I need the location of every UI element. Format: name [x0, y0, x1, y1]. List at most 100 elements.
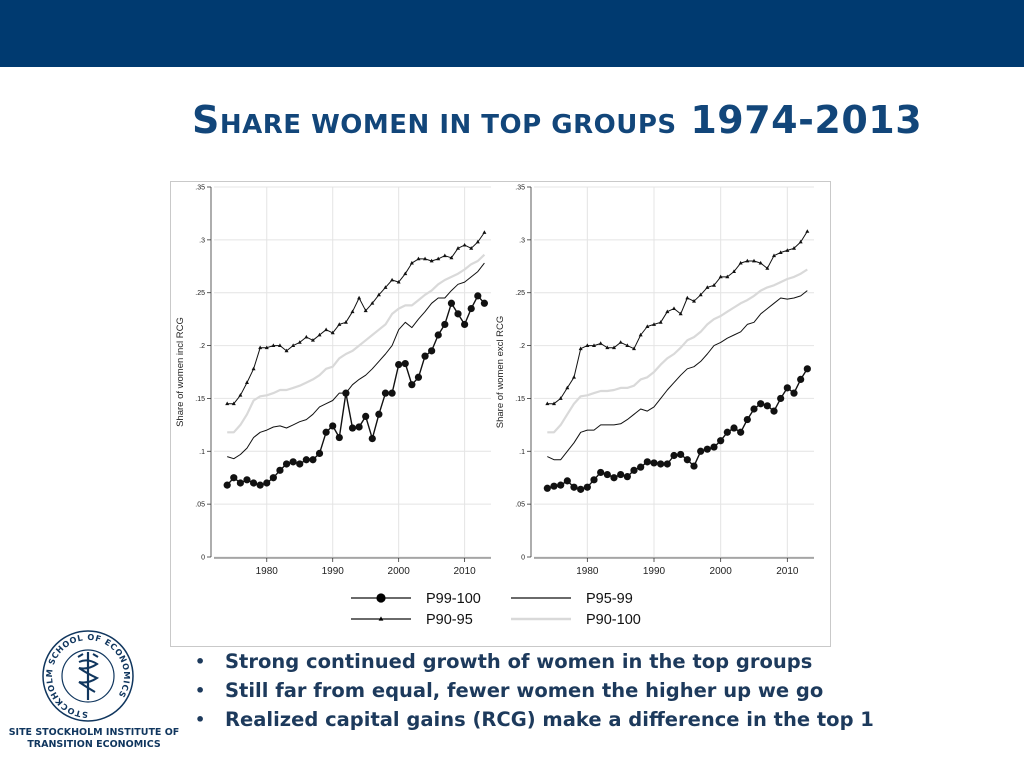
- data-point-p90-95: [449, 255, 454, 260]
- logo-caption: SITE STOCKHOLM INSTITUTE OF TRANSITION E…: [8, 727, 180, 751]
- x-tick-label: 2010: [453, 566, 476, 577]
- data-point-p99-100: [703, 445, 711, 453]
- data-point-p90-95: [752, 258, 756, 263]
- data-point-p90-95: [725, 274, 730, 279]
- data-point-p90-95: [638, 332, 643, 337]
- data-point-p99-100: [623, 473, 631, 481]
- legend-marker-p99-100: [376, 593, 386, 603]
- data-point-p99-100: [335, 433, 343, 442]
- data-point-p99-100: [243, 476, 251, 484]
- series-line-p95-99: [547, 290, 808, 461]
- data-point-p90-95: [363, 308, 368, 313]
- series-line-p95-99: [227, 262, 485, 460]
- data-point-p99-100: [670, 451, 678, 460]
- data-point-p99-100: [763, 402, 771, 410]
- data-point-p99-100: [408, 381, 416, 389]
- data-point-p90-95: [545, 401, 550, 406]
- data-point-p99-100: [637, 463, 645, 471]
- data-point-p90-95: [442, 253, 447, 258]
- data-point-p99-100: [777, 394, 785, 403]
- data-point-p99-100: [249, 479, 258, 487]
- title-smallcaps: HARE WOMEN IN TOP GROUPS: [219, 110, 677, 140]
- data-point-p99-100: [368, 435, 376, 443]
- data-point-p99-100: [395, 361, 403, 369]
- logo-caption-line: SITE STOCKHOLM INSTITUTE OF: [8, 727, 180, 738]
- y-tick-label: .3: [199, 237, 205, 244]
- data-point-p90-95: [605, 345, 610, 350]
- data-point-p99-100: [630, 466, 638, 474]
- data-point-p99-100: [557, 481, 565, 489]
- data-point-p90-95: [738, 260, 743, 265]
- data-point-p99-100: [723, 428, 731, 436]
- data-point-p99-100: [256, 481, 264, 489]
- y-tick-label: .1: [519, 449, 525, 456]
- data-point-p99-100: [730, 424, 738, 432]
- data-point-p99-100: [750, 405, 758, 413]
- data-point-p99-100: [657, 460, 665, 468]
- data-point-p90-95: [798, 239, 803, 244]
- x-tick-label: 1990: [643, 566, 666, 577]
- data-point-p99-100: [223, 481, 231, 489]
- data-point-p90-95: [409, 260, 414, 265]
- y-tick-label: .3: [519, 237, 525, 244]
- data-point-p99-100: [315, 449, 324, 457]
- data-point-p99-100: [263, 479, 271, 487]
- data-point-p99-100: [543, 484, 551, 492]
- data-point-p90-95: [745, 258, 750, 263]
- y-tick-label: .05: [195, 502, 205, 509]
- data-point-p99-100: [348, 424, 357, 432]
- data-point-p99-100: [276, 466, 284, 474]
- legend-label-p99-100: P99-100: [426, 591, 481, 607]
- data-point-p90-95: [592, 343, 596, 347]
- data-point-p90-95: [357, 295, 362, 300]
- data-point-p90-95: [469, 246, 474, 250]
- chart-panel-excl-rcg: 0 .05 .1 .15 .2 .25 .3 .35 1980 1990 2000 2010 Share…: [496, 185, 814, 577]
- chart-legend: P99-100 P95-99 P90-95 P90-100: [351, 591, 641, 626]
- data-point-p99-100: [737, 428, 745, 436]
- data-point-p99-100: [329, 422, 337, 430]
- data-point-p90-95: [231, 401, 236, 406]
- y-tick-label: .1: [199, 449, 205, 456]
- y-tick-label: .15: [195, 396, 205, 403]
- data-point-p90-95: [685, 295, 690, 300]
- data-point-p99-100: [757, 400, 765, 408]
- data-point-p99-100: [590, 476, 598, 484]
- data-point-p99-100: [289, 458, 297, 466]
- data-point-p99-100: [583, 483, 591, 491]
- data-point-p90-95: [271, 343, 276, 347]
- x-tick-label: 1980: [256, 566, 279, 577]
- data-point-p90-95: [805, 229, 810, 233]
- series-line-p90-95: [227, 232, 485, 405]
- data-point-p99-100: [597, 468, 605, 477]
- data-point-p90-95: [698, 292, 703, 297]
- bullet-list: Strong continued growth of women in the …: [195, 647, 874, 734]
- plot-area: [214, 187, 491, 557]
- data-point-p99-100: [474, 292, 482, 300]
- data-point-p99-100: [362, 412, 370, 420]
- data-point-p99-100: [770, 407, 778, 415]
- data-point-p90-95: [772, 253, 776, 258]
- data-point-p90-95: [585, 343, 590, 347]
- legend-label-p90-95: P90-95: [426, 612, 473, 626]
- y-tick-label: 0: [201, 555, 205, 562]
- x-tick-label: 1980: [576, 566, 599, 577]
- data-point-p99-100: [717, 437, 725, 445]
- data-point-p90-95: [258, 345, 263, 350]
- data-point-p90-95: [350, 309, 355, 314]
- data-point-p90-95: [429, 258, 434, 263]
- data-point-p90-95: [672, 306, 676, 310]
- top-band: [0, 0, 1024, 67]
- data-point-p90-95: [291, 343, 296, 347]
- data-point-p90-95: [317, 332, 322, 337]
- data-point-p90-95: [390, 277, 395, 282]
- data-point-p99-100: [454, 310, 462, 318]
- data-point-p90-95: [678, 311, 683, 316]
- data-point-p99-100: [480, 299, 489, 307]
- data-point-p90-95: [612, 345, 616, 350]
- data-point-p90-95: [645, 324, 650, 328]
- data-point-p90-95: [765, 266, 770, 270]
- slide-title: SHARE WOMEN IN TOP GROUPS 1974-2013: [192, 95, 922, 150]
- bullet-item: Realized capital gains (RCG) make a diff…: [195, 705, 874, 734]
- series-line-p90-95: [547, 231, 808, 405]
- data-point-p90-95: [277, 343, 282, 347]
